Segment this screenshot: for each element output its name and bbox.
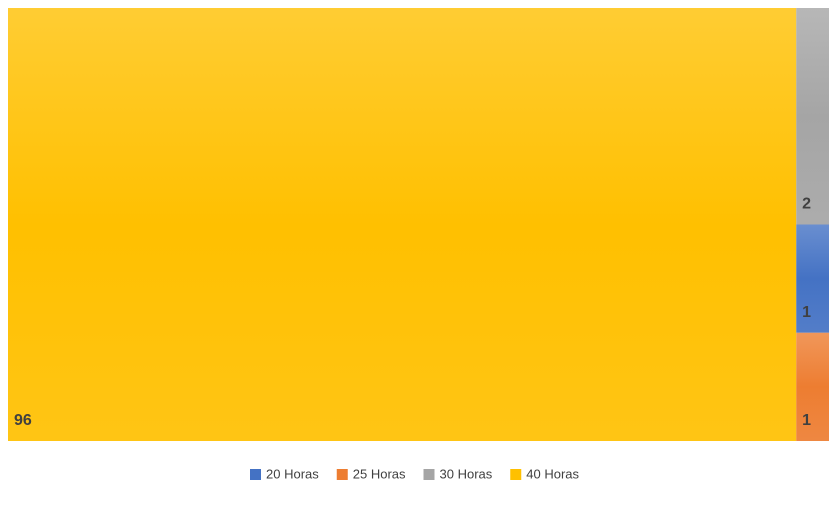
- legend-swatch: [336, 469, 348, 480]
- treemap-tile: [796, 224, 829, 333]
- legend-label: 25 Horas: [353, 466, 406, 481]
- treemap-tile: [796, 332, 829, 441]
- data-label: 2: [802, 196, 811, 213]
- legend-label: 30 Horas: [440, 466, 493, 481]
- legend-swatch: [250, 469, 261, 480]
- data-label: 96: [14, 412, 32, 429]
- data-label: 1: [802, 412, 811, 429]
- treemap-tile: [8, 8, 797, 441]
- legend-label: 20 Horas: [266, 466, 319, 481]
- legend-label: 40 Horas: [526, 466, 579, 481]
- data-label: 1: [802, 304, 811, 321]
- legend-swatch: [510, 469, 522, 480]
- legend-swatch: [423, 469, 435, 480]
- treemap-tile: [796, 8, 829, 225]
